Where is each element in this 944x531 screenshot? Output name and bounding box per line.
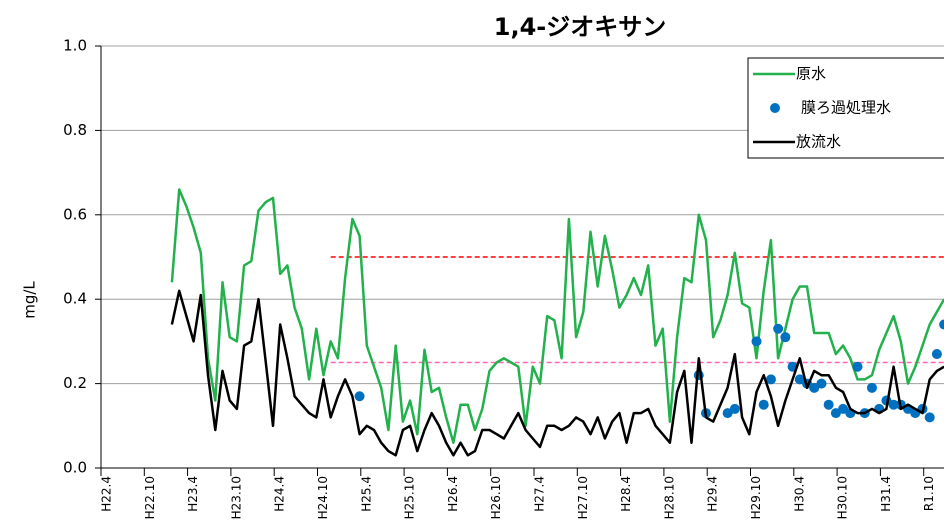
data-point <box>794 374 805 385</box>
data-point <box>852 361 863 372</box>
y-tick-label: 0.0 <box>63 459 87 477</box>
legend-label: 放流水 <box>796 133 841 151</box>
y-tick-label: 1.0 <box>63 37 87 55</box>
legend-marker <box>770 103 780 113</box>
y-tick-label: 0.4 <box>63 290 87 308</box>
data-point <box>939 319 944 330</box>
data-point <box>830 408 841 419</box>
x-tick-label: H28.4 <box>619 476 633 512</box>
data-point <box>924 412 935 423</box>
data-point <box>816 378 827 389</box>
x-tick-label: H26.10 <box>489 476 503 519</box>
data-point <box>823 399 834 410</box>
x-tick-label: H28.10 <box>662 476 676 519</box>
data-point <box>888 399 899 410</box>
data-point <box>866 382 877 393</box>
data-point <box>354 391 365 402</box>
x-tick-label: H26.4 <box>446 476 460 512</box>
data-point <box>809 382 820 393</box>
x-tick-label: H23.10 <box>229 476 243 519</box>
x-tick-label: H23.4 <box>186 476 200 512</box>
x-tick-label: H24.4 <box>273 476 287 512</box>
data-point <box>838 403 849 414</box>
chart-title: 1,4-ジオキサン <box>494 13 666 41</box>
x-tick-label: H31.4 <box>879 476 893 512</box>
x-tick-label: H29.4 <box>706 476 720 512</box>
data-point <box>729 403 740 414</box>
data-line <box>170 188 944 444</box>
x-tick-label: H24.10 <box>316 476 330 519</box>
x-tick-label: H25.10 <box>403 476 417 519</box>
y-tick-label: 0.6 <box>63 205 87 223</box>
data-point <box>780 332 791 343</box>
x-tick-label: H30.4 <box>792 476 806 512</box>
x-tick-label: R1.10 <box>922 476 936 511</box>
data-point <box>773 323 784 334</box>
y-tick-label: 0.2 <box>63 374 87 392</box>
x-tick-label: H30.10 <box>836 476 850 519</box>
data-point <box>765 374 776 385</box>
data-point <box>931 349 942 360</box>
data-point <box>722 408 733 419</box>
legend-label: 膜ろ過処理水 <box>801 99 891 117</box>
x-tick-label: H22.4 <box>100 476 114 512</box>
legend-label: 原水 <box>796 65 826 83</box>
x-tick-label: H25.4 <box>359 476 373 512</box>
data-point <box>758 399 769 410</box>
x-tick-label: H29.10 <box>749 476 763 519</box>
x-tick-label: H27.10 <box>576 476 590 519</box>
x-tick-label: H22.10 <box>143 476 157 519</box>
y-tick-label: 0.8 <box>63 121 87 139</box>
y-axis-label: mg/L <box>21 281 39 319</box>
data-line <box>170 289 944 457</box>
x-tick-label: H27.4 <box>533 476 547 512</box>
data-point <box>751 336 762 347</box>
